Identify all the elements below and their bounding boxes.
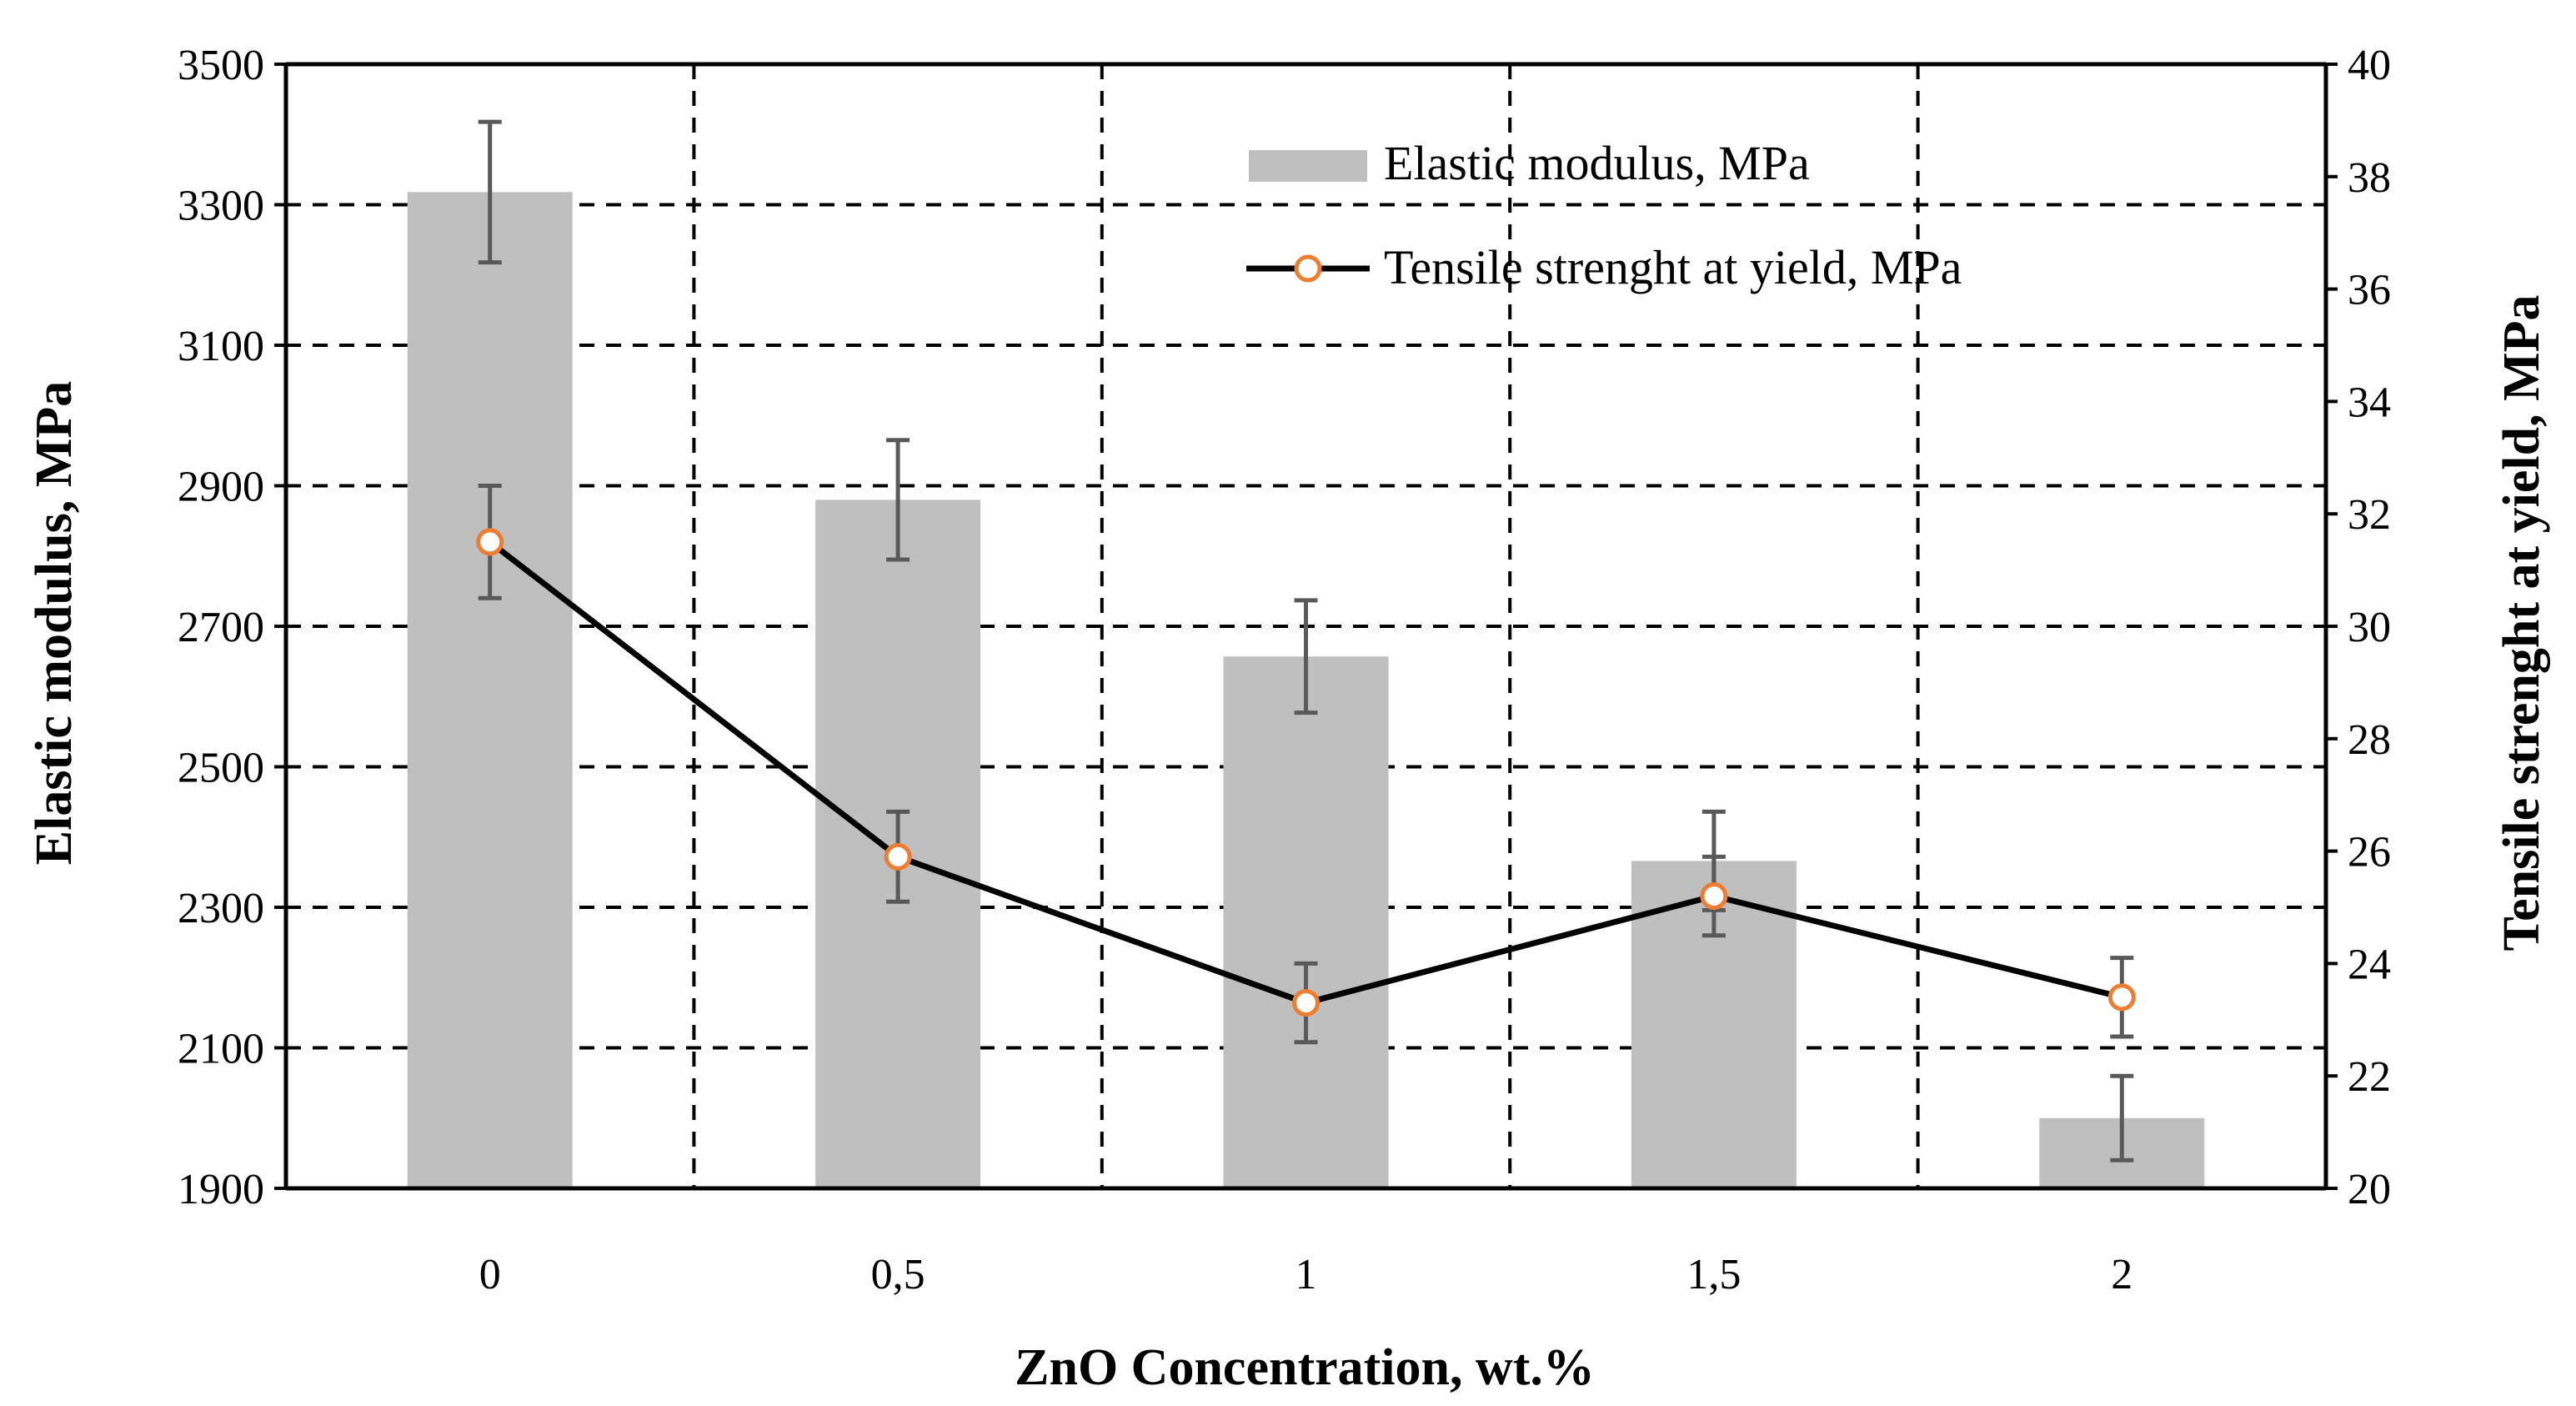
y-axis-title: Elastic modulus, MPa (26, 381, 83, 865)
line-point (476, 528, 504, 556)
x-tick-label: 0 (479, 1251, 501, 1298)
y-tick-label: 2900 (178, 464, 264, 511)
x-tick-label: 1 (1296, 1251, 1317, 1298)
x-axis-title: ZnO Concentration, wt.% (1015, 1339, 1595, 1396)
bar-series (407, 192, 2205, 1189)
y2-tick-label: 22 (2348, 1053, 2391, 1101)
line-series (476, 528, 2136, 1017)
y-tick-label: 2300 (178, 885, 264, 932)
y2-tick-label: 38 (2348, 154, 2391, 202)
line-point (1292, 989, 1320, 1017)
y2-tick-label: 20 (2348, 1166, 2391, 1213)
bar (1223, 656, 1389, 1188)
x-tick-label: 1,5 (1686, 1251, 1741, 1298)
bar-error-bars (478, 119, 2134, 1162)
y-tick-label: 3300 (178, 183, 264, 230)
y2-tick-label: 34 (2348, 379, 2391, 426)
legend-line-marker (1294, 254, 1322, 283)
y-tick-label: 2500 (178, 745, 264, 792)
y2-tick-label: 30 (2348, 604, 2391, 651)
y-tick-label: 2100 (178, 1026, 264, 1073)
y-tick-label: 1900 (178, 1166, 264, 1213)
x-tick-label: 2 (2111, 1251, 2132, 1298)
line-point (884, 842, 912, 871)
y2-tick-label: 24 (2348, 941, 2391, 988)
x-tick-label: 0,5 (871, 1251, 925, 1298)
legend-line-label: Tensile strenght at yield, MPa (1384, 240, 1962, 294)
y2-tick-label: 28 (2348, 716, 2391, 764)
axes (274, 62, 2338, 1191)
line-point (2107, 983, 2136, 1012)
legend-bar-label: Elastic modulus, MPa (1384, 136, 1810, 190)
y-tick-label: 3500 (178, 42, 264, 89)
tick-labels: 1900210023002500270029003100330035002022… (178, 42, 2391, 1298)
y-tick-label: 3100 (178, 323, 264, 370)
y-tick-label: 2700 (178, 604, 264, 651)
y2-tick-label: 26 (2348, 829, 2391, 876)
bar (407, 192, 573, 1189)
legend: Elastic modulus, MPa Tensile strenght at… (1246, 136, 1962, 294)
y2-axis-title: Tensile strenght at yield, MPa (2493, 294, 2550, 951)
legend-bar-swatch (1249, 150, 1367, 182)
y2-tick-label: 36 (2348, 267, 2391, 314)
line-point (1700, 882, 1728, 911)
y2-tick-label: 32 (2348, 491, 2391, 539)
y2-tick-label: 40 (2348, 42, 2391, 89)
